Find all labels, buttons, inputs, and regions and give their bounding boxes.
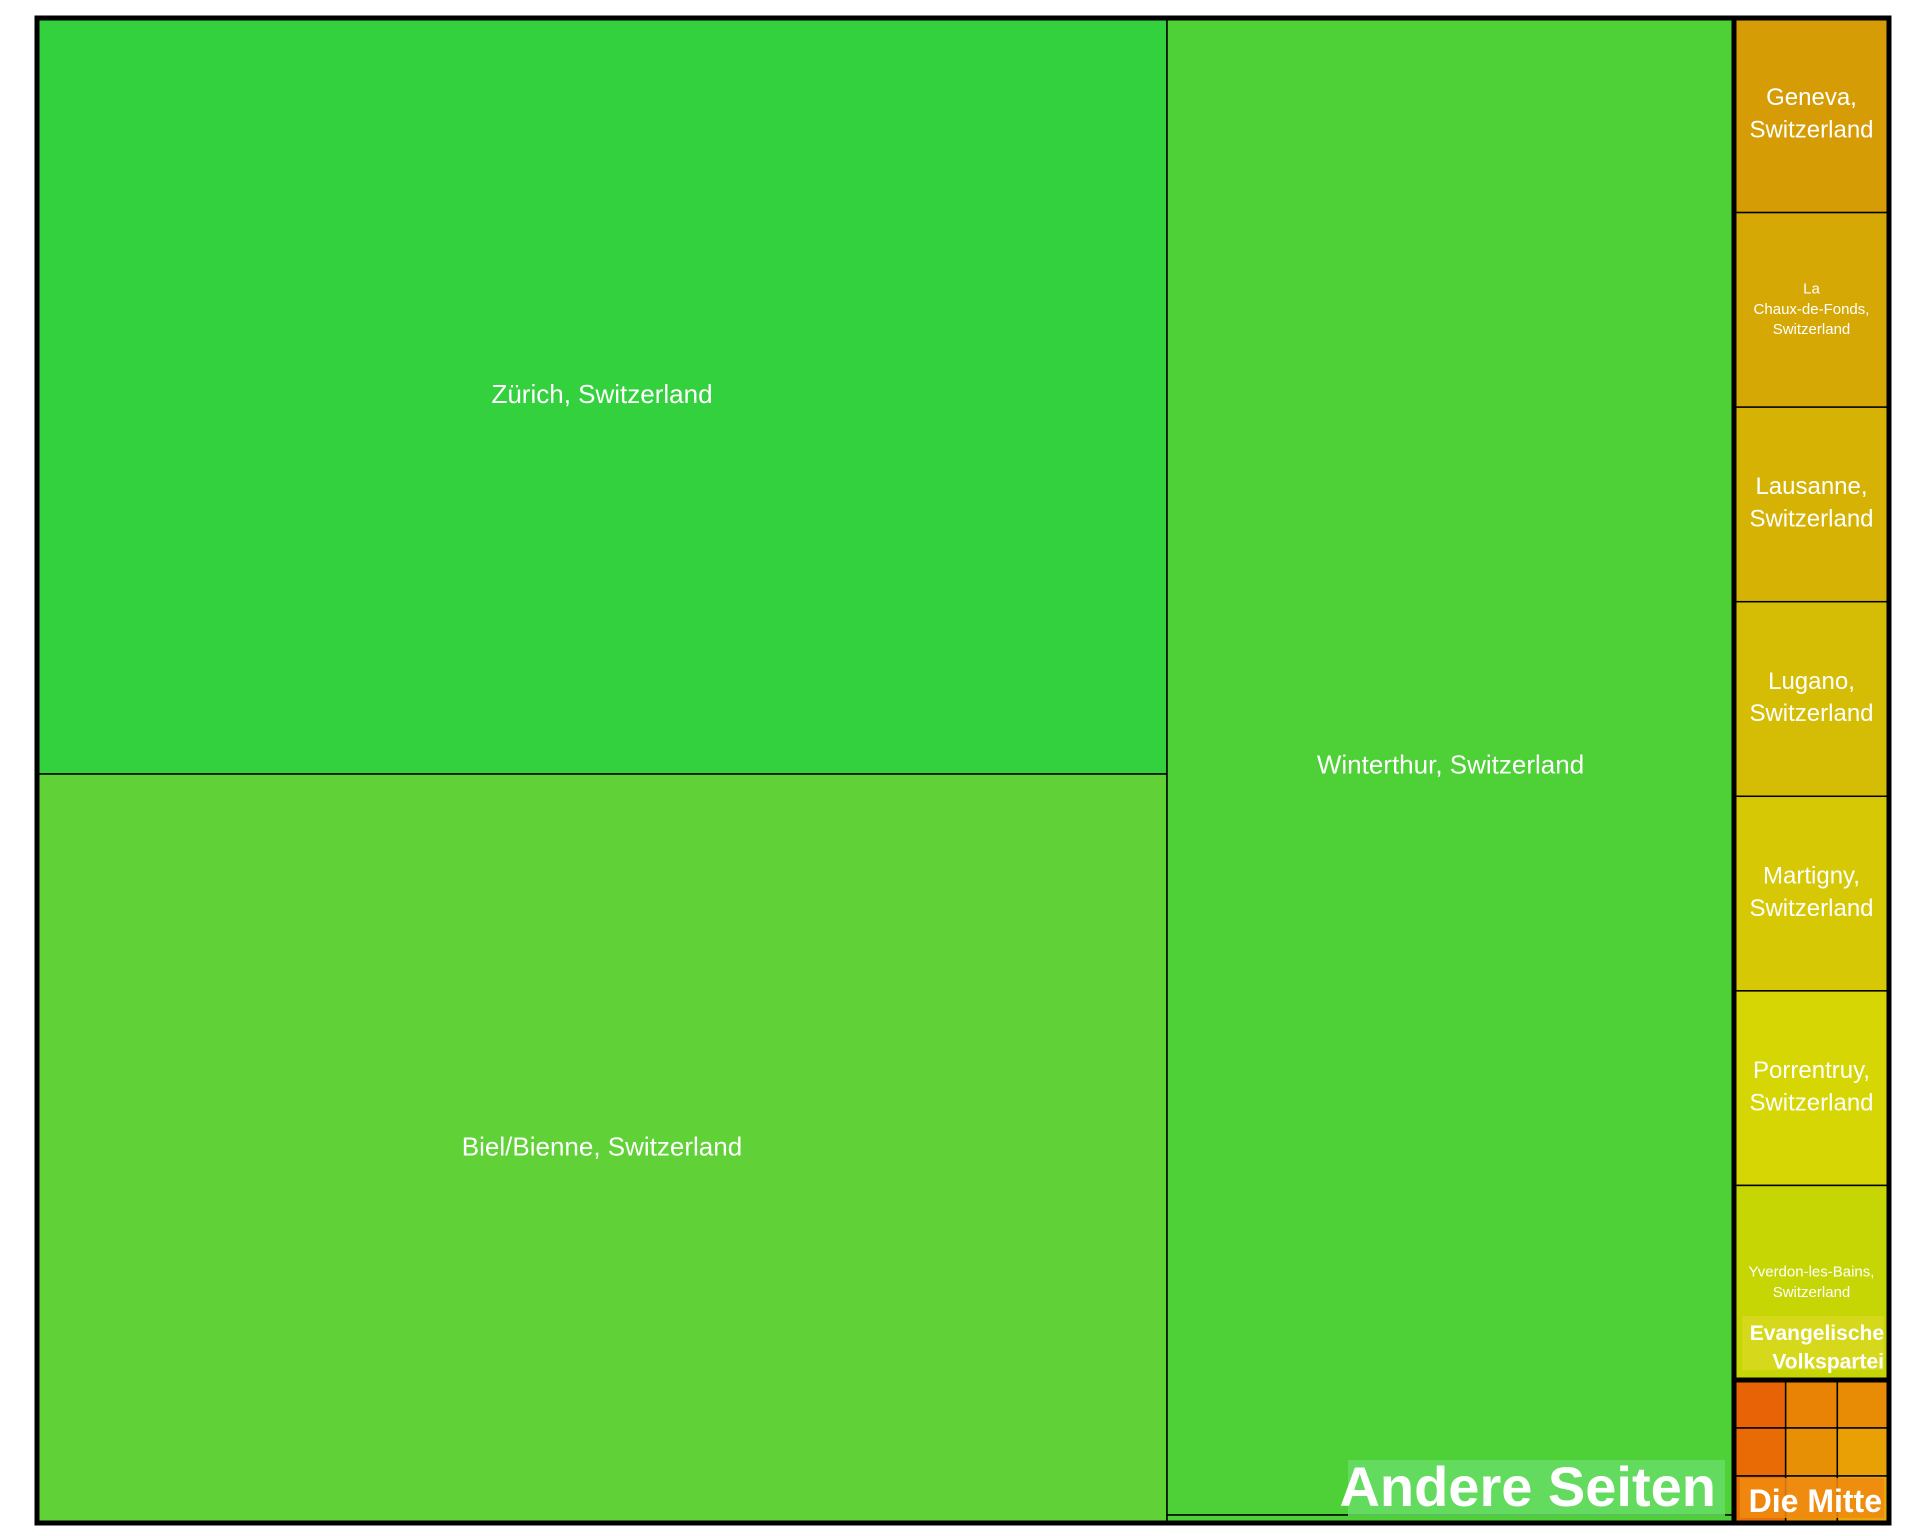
treemap-cell-la-chaux-de-fonds-switzerland — [1733, 211, 1890, 408]
outer-border — [34, 15, 1892, 1526]
group-label-andere-seiten: Andere Seiten — [1339, 1455, 1716, 1518]
treemap-cell-biel-bienne-switzerland — [36, 773, 1168, 1524]
treemap-cell-lugano-switzerland — [1733, 600, 1890, 798]
treemap-cell-martigny-switzerland — [1733, 795, 1890, 992]
group-label-evangelische-volkspartei: Evangelische Volkspartei — [1750, 1322, 1884, 1373]
cell-label-yverdon-les-bains-switzerland: Yverdon-les-Bains, Switzerland — [1749, 1264, 1875, 1301]
treemap-cell-tile-4 — [1784, 1427, 1839, 1477]
cell-label-biel-bienne-switzerland: Biel/Bienne, Switzerland — [462, 1131, 742, 1161]
cell-label-martigny-switzerland: Martigny, Switzerland — [1749, 863, 1873, 922]
treemap-cell-tile-1 — [1784, 1379, 1839, 1429]
treemap-cell-lausanne-switzerland — [1733, 406, 1890, 603]
cell-label-lausanne-switzerland: Lausanne, Switzerland — [1749, 474, 1873, 533]
group-label-die-mitte: Die Mitte — [1749, 1483, 1882, 1519]
treemap-cell-zurich-switzerland — [36, 17, 1168, 775]
cell-label-lugano-switzerland: Lugano, Switzerland — [1749, 668, 1873, 727]
treemap-cell-winterthur-switzerland — [1166, 17, 1735, 1516]
treemap-cell-tile-3 — [1733, 1427, 1787, 1477]
treemap-cell-tile-2 — [1836, 1379, 1890, 1429]
treemap-cell-porrentruy-switzerland — [1733, 990, 1890, 1187]
cell-label-la-chaux-de-fonds-switzerland: La Chaux-de-Fonds, Switzerland — [1754, 281, 1870, 339]
group-label-die-mitte-background — [1740, 1478, 1884, 1518]
cell-label-geneva-switzerland: Geneva, Switzerland — [1749, 84, 1873, 143]
group-label-evangelische-volkspartei-background — [1742, 1316, 1884, 1370]
treemap-cell-tile-5 — [1836, 1427, 1890, 1477]
cell-label-winterthur-switzerland: Winterthur, Switzerland — [1317, 749, 1584, 779]
treemap-cell-geneva-switzerland — [1733, 17, 1890, 214]
treemap-cell-tile-0 — [1733, 1379, 1787, 1429]
cell-label-zurich-switzerland: Zürich, Switzerland — [491, 379, 712, 409]
group-label-andere-seiten-background — [1348, 1460, 1725, 1516]
cell-label-porrentruy-switzerland: Porrentruy, Switzerland — [1749, 1057, 1873, 1116]
